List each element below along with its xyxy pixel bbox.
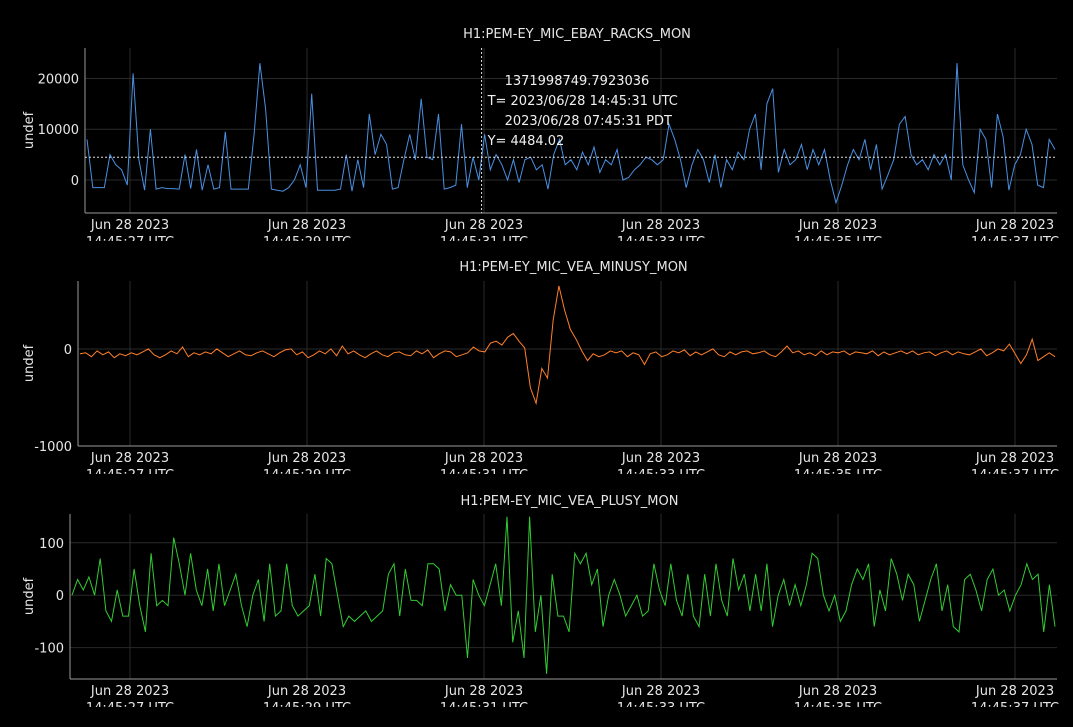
series-line[interactable] xyxy=(71,516,1056,674)
x-tick-label-time-wrap: 14:45:35 UTC xyxy=(794,468,882,483)
x-tick-label-time-wrap: 14:45:29 UTC xyxy=(263,235,351,250)
y-tick-label: -1000 xyxy=(34,440,72,455)
chart-title: H1:PEM-EY_MIC_VEA_MINUSY_MON xyxy=(459,260,687,275)
x-tick-label-date: Jun 28 2023 xyxy=(90,451,169,466)
y-tick-label: 20000 xyxy=(38,72,79,87)
y-axis-label: undef xyxy=(22,111,37,149)
x-tick-label-date: Jun 28 2023 xyxy=(621,451,700,466)
x-tick-label-time: 14:45:29 UTC xyxy=(263,701,351,716)
x-tick-label-date: Jun 28 2023 xyxy=(798,684,877,699)
x-tick-label-time-wrap: 14:45:37 UTC xyxy=(971,701,1059,716)
hover-tooltip-line: T= 2023/06/28 14:45:31 UTC xyxy=(487,94,678,109)
chart-title: H1:PEM-EY_MIC_EBAY_RACKS_MON xyxy=(463,27,691,42)
x-tick-label-date: Jun 28 2023 xyxy=(621,684,700,699)
x-tick-label-time: 14:45:37 UTC xyxy=(971,468,1059,483)
y-tick-label: 100 xyxy=(39,537,64,552)
x-tick-label-date: Jun 28 2023 xyxy=(90,684,169,699)
x-tick-label-time: 14:45:35 UTC xyxy=(794,468,882,483)
x-tick-label-time: 14:45:27 UTC xyxy=(86,701,174,716)
x-tick-label-time-wrap: 14:45:29 UTC xyxy=(263,468,351,483)
x-tick-label-time: 14:45:35 UTC xyxy=(794,701,882,716)
series-group xyxy=(79,285,1056,406)
x-tick-label-time-wrap: 14:45:33 UTC xyxy=(617,468,705,483)
hover-tooltip-line: 1371998749.7923036 xyxy=(505,74,650,89)
y-axis-label: undef xyxy=(22,344,37,382)
x-tick-label-date: Jun 28 2023 xyxy=(90,218,169,233)
x-tick-label-time: 14:45:35 UTC xyxy=(794,235,882,250)
hover-tooltip-line: Y= 4484.02 xyxy=(487,134,565,149)
x-tick-label-time: 14:45:31 UTC xyxy=(440,235,528,250)
x-tick-label-time: 14:45:37 UTC xyxy=(971,701,1059,716)
x-tick-label-time: 14:45:33 UTC xyxy=(617,701,705,716)
x-tick-label-date: Jun 28 2023 xyxy=(267,218,346,233)
hover-tooltip-line: 2023/06/28 07:45:31 PDT xyxy=(505,114,672,129)
x-tick-label-time-wrap: 14:45:29 UTC xyxy=(263,701,351,716)
x-tick-label-date: Jun 28 2023 xyxy=(267,684,346,699)
y-axis-label: undef xyxy=(22,577,37,615)
y-tick-label: 0 xyxy=(71,174,79,189)
y-tick-label: 0 xyxy=(64,343,72,358)
x-tick-label-date: Jun 28 2023 xyxy=(975,218,1054,233)
x-tick-label-time: 14:45:33 UTC xyxy=(617,235,705,250)
x-tick-label-time: 14:45:33 UTC xyxy=(617,468,705,483)
x-tick-label-date: Jun 28 2023 xyxy=(444,451,523,466)
x-tick-label-time-wrap: 14:45:31 UTC xyxy=(440,701,528,716)
series-group xyxy=(86,63,1056,205)
x-tick-label-time-wrap: 14:45:27 UTC xyxy=(86,235,174,250)
x-tick-label-time-wrap: 14:45:27 UTC xyxy=(86,468,174,483)
x-tick-label-time: 14:45:27 UTC xyxy=(86,235,174,250)
x-tick-label-time-wrap: 14:45:27 UTC xyxy=(86,701,174,716)
x-tick-label-date: Jun 28 2023 xyxy=(798,218,877,233)
y-tick-label: 10000 xyxy=(38,123,79,138)
x-tick-label-time-wrap: 14:45:37 UTC xyxy=(971,235,1059,250)
x-tick-label-time: 14:45:29 UTC xyxy=(263,235,351,250)
chart-title: H1:PEM-EY_MIC_VEA_PLUSY_MON xyxy=(461,494,679,509)
y-tick-label: 0 xyxy=(56,589,64,604)
x-tick-label-time: 14:45:27 UTC xyxy=(86,468,174,483)
series-group xyxy=(71,516,1056,674)
y-tick-label: -100 xyxy=(34,642,64,657)
x-tick-label-date: Jun 28 2023 xyxy=(798,451,877,466)
x-tick-label-time: 14:45:31 UTC xyxy=(440,468,528,483)
x-tick-label-date: Jun 28 2023 xyxy=(975,451,1054,466)
x-tick-label-date: Jun 28 2023 xyxy=(444,684,523,699)
x-tick-label-date: Jun 28 2023 xyxy=(621,218,700,233)
x-tick-label-time: 14:45:29 UTC xyxy=(263,468,351,483)
x-tick-label-date: Jun 28 2023 xyxy=(267,451,346,466)
series-line[interactable] xyxy=(86,63,1056,205)
x-tick-label-time-wrap: 14:45:31 UTC xyxy=(440,235,528,250)
series-line[interactable] xyxy=(79,285,1056,406)
x-tick-label-time-wrap: 14:45:31 UTC xyxy=(440,468,528,483)
x-tick-label-time: 14:45:31 UTC xyxy=(440,701,528,716)
x-tick-label-time-wrap: 14:45:35 UTC xyxy=(794,701,882,716)
x-tick-label-time-wrap: 14:45:37 UTC xyxy=(971,468,1059,483)
x-tick-label-date: Jun 28 2023 xyxy=(444,218,523,233)
x-tick-label-date: Jun 28 2023 xyxy=(975,684,1054,699)
x-tick-label-time-wrap: 14:45:35 UTC xyxy=(794,235,882,250)
x-tick-label-time-wrap: 14:45:33 UTC xyxy=(617,235,705,250)
x-tick-label-time-wrap: 14:45:33 UTC xyxy=(617,701,705,716)
x-tick-label-time: 14:45:37 UTC xyxy=(971,235,1059,250)
